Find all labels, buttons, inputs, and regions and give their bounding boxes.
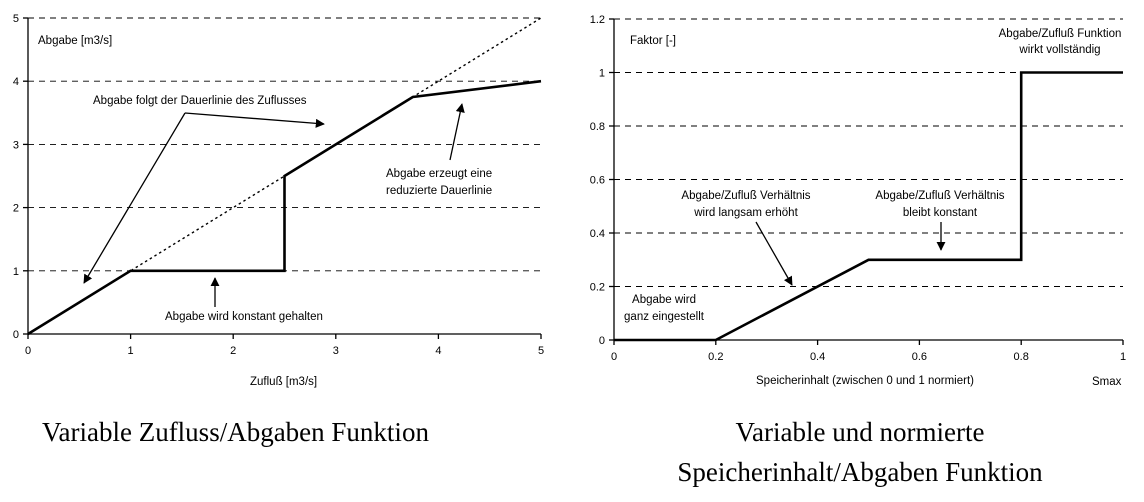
left-annotation-constant: Abgabe wird konstant gehalten bbox=[165, 311, 323, 323]
left-x-tick-label: 2 bbox=[230, 345, 236, 357]
left-x-axis-label: Zufluß [m3/s] bbox=[250, 376, 317, 388]
left-x-tick-label: 5 bbox=[538, 345, 544, 357]
right-y-tick-label: 0.8 bbox=[590, 121, 605, 133]
right-x-tick-label: 0 bbox=[611, 351, 617, 363]
right-caption-line-1: Variable und normierte bbox=[736, 417, 985, 447]
right-annotation-slow-1: Abgabe/Zufluß Verhältnis bbox=[681, 190, 810, 202]
right-y-tick-label: 0.6 bbox=[590, 175, 605, 187]
left-tick-labels: 0 1 2 3 4 5 0 1 2 3 4 5 bbox=[13, 13, 544, 357]
left-annotation-reduced-1: Abgabe erzeugt eine bbox=[386, 168, 492, 180]
right-annotation-off-2: ganz eingestellt bbox=[624, 311, 705, 323]
left-release-line bbox=[27, 79, 542, 336]
right-tick-labels: 0 0.2 0.4 0.6 0.8 1 1.2 0 0.2 0.4 0.6 0.8 1 bbox=[590, 14, 1126, 363]
right-caption-line-2: Speicherinhalt/Abgaben Funktion bbox=[677, 457, 1043, 487]
right-x-axis-label: Speicherinhalt (zwischen 0 und 1 normier… bbox=[756, 375, 974, 387]
right-y-tick-label: 1.2 bbox=[590, 14, 605, 26]
right-y-tick-label: 0 bbox=[599, 335, 605, 347]
right-y-axis-label: Faktor [-] bbox=[630, 35, 676, 47]
left-annotation-follow: Abgabe folgt der Dauerlinie des Zuflusse… bbox=[93, 95, 307, 107]
right-x-axis-label-smax: Smax bbox=[1092, 376, 1122, 388]
right-factor-line bbox=[614, 71, 1123, 342]
left-x-tick-label: 1 bbox=[128, 345, 134, 357]
right-annotation-const-1: Abgabe/Zufluß Verhältnis bbox=[875, 190, 1004, 202]
chart-left: 0 1 2 3 4 5 0 1 2 3 4 5 Abgabe [m3/s] Zufluß [m3/s]… bbox=[13, 13, 544, 447]
left-y-tick-label: 4 bbox=[13, 76, 19, 88]
right-y-tick-label: 0.4 bbox=[590, 228, 605, 240]
left-y-tick-label: 5 bbox=[13, 13, 19, 25]
left-annotation-reduced-2: reduzierte Dauerlinie bbox=[386, 185, 492, 197]
right-x-tick-label: 0.4 bbox=[810, 351, 825, 363]
right-x-tick-label: 1 bbox=[1120, 351, 1126, 363]
left-arrow-follow-2 bbox=[184, 112, 325, 128]
right-x-tick-label: 0.8 bbox=[1014, 351, 1029, 363]
left-y-tick-label: 3 bbox=[13, 139, 19, 151]
left-y-tick-label: 1 bbox=[13, 266, 19, 278]
left-x-tick-label: 0 bbox=[25, 345, 31, 357]
right-annotation-const-2: bleibt konstant bbox=[903, 207, 978, 219]
right-annotation-full-2: wirkt vollständig bbox=[1018, 44, 1100, 56]
right-x-tick-label: 0.6 bbox=[912, 351, 927, 363]
left-caption: Variable Zufluss/Abgaben Funktion bbox=[42, 417, 429, 447]
right-x-tick-label: 0.2 bbox=[708, 351, 723, 363]
left-x-tick-label: 4 bbox=[435, 345, 441, 357]
left-y-tick-label: 0 bbox=[13, 329, 19, 341]
left-y-axis-label: Abgabe [m3/s] bbox=[38, 35, 112, 47]
left-axes bbox=[23, 17, 542, 339]
left-y-tick-label: 2 bbox=[13, 203, 19, 215]
right-annotation-full-1: Abgabe/Zufluß Funktion bbox=[999, 28, 1122, 40]
chart-right: 0 0.2 0.4 0.6 0.8 1 1.2 0 0.2 0.4 0.6 0.8 1 Faktor [… bbox=[590, 14, 1126, 487]
right-arrow-slow bbox=[755, 221, 793, 286]
left-arrow-reduced bbox=[449, 103, 465, 161]
right-annotation-slow-2: wird langsam erhöht bbox=[693, 207, 798, 219]
left-x-tick-label: 3 bbox=[333, 345, 339, 357]
left-arrow-follow-1 bbox=[83, 112, 186, 284]
right-annotation-off-1: Abgabe wird bbox=[632, 294, 696, 306]
right-y-tick-label: 1 bbox=[599, 68, 605, 80]
right-gridlines bbox=[614, 18, 1123, 287]
right-y-tick-label: 0.2 bbox=[590, 282, 605, 294]
